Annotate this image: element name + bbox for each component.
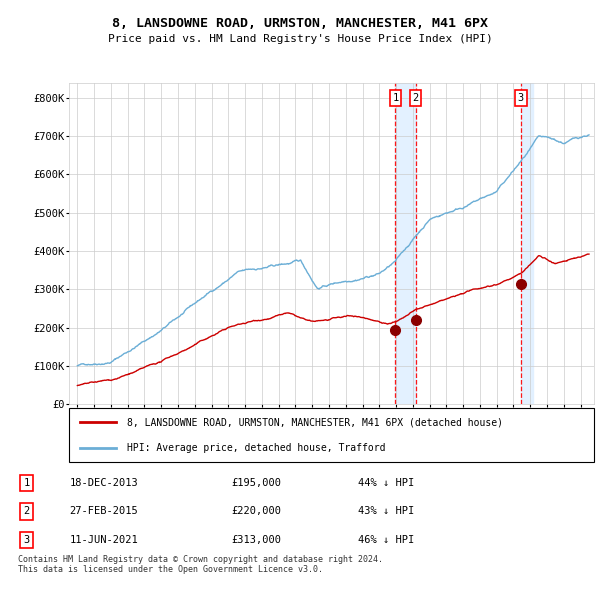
Text: 3: 3 [518,93,524,103]
Text: HPI: Average price, detached house, Trafford: HPI: Average price, detached house, Traf… [127,443,385,453]
Text: 46% ↓ HPI: 46% ↓ HPI [358,535,414,545]
Text: 3: 3 [23,535,29,545]
FancyBboxPatch shape [69,408,594,462]
Text: Contains HM Land Registry data © Crown copyright and database right 2024.
This d: Contains HM Land Registry data © Crown c… [18,555,383,574]
Text: 1: 1 [392,93,398,103]
Bar [395,83,416,404]
Text: 2: 2 [412,93,419,103]
Text: £313,000: £313,000 [231,535,281,545]
Text: £220,000: £220,000 [231,506,281,516]
Text: 1: 1 [23,478,29,488]
Text: 27-FEB-2015: 27-FEB-2015 [70,506,139,516]
Text: 8, LANSDOWNE ROAD, URMSTON, MANCHESTER, M41 6PX (detached house): 8, LANSDOWNE ROAD, URMSTON, MANCHESTER, … [127,417,503,427]
Text: 18-DEC-2013: 18-DEC-2013 [70,478,139,488]
Text: 2: 2 [23,506,29,516]
Text: 44% ↓ HPI: 44% ↓ HPI [358,478,414,488]
Text: 43% ↓ HPI: 43% ↓ HPI [358,506,414,516]
Text: 11-JUN-2021: 11-JUN-2021 [70,535,139,545]
Text: 8, LANSDOWNE ROAD, URMSTON, MANCHESTER, M41 6PX: 8, LANSDOWNE ROAD, URMSTON, MANCHESTER, … [112,17,488,30]
Bar [521,83,533,404]
Text: £195,000: £195,000 [231,478,281,488]
Text: Price paid vs. HM Land Registry's House Price Index (HPI): Price paid vs. HM Land Registry's House … [107,34,493,44]
